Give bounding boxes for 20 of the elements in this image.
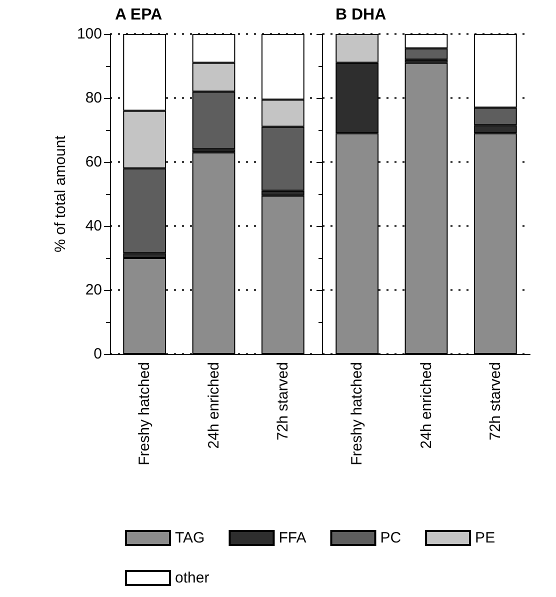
legend-label: PC [380,530,402,546]
x-tick-label: Freshy hatched [348,362,366,466]
chart-title: A EPA [115,6,163,24]
legend-label: FFA [278,530,306,546]
x-tick-label: 72h starved [274,362,292,440]
x-tick-label: 24h enriched [418,362,435,449]
y-tick-label: 40 [85,218,102,234]
y-axis-title: % of total amount [52,134,69,252]
legend-label: other [175,570,210,586]
x-tick-label: Freshy hatched [136,362,154,466]
chart-title: B DHA [336,6,387,24]
legend-label: TAG [175,530,205,546]
x-tick-label: 72h starved [486,362,504,440]
y-tick-label: 80 [85,90,102,106]
y-tick-label: 60 [85,154,102,170]
legend-label: PE [475,530,496,546]
y-tick-label: 0 [94,346,102,362]
x-tick-label: 24h enriched [205,362,222,449]
y-tick-label: 100 [76,26,102,42]
y-tick-label: 20 [85,282,102,298]
